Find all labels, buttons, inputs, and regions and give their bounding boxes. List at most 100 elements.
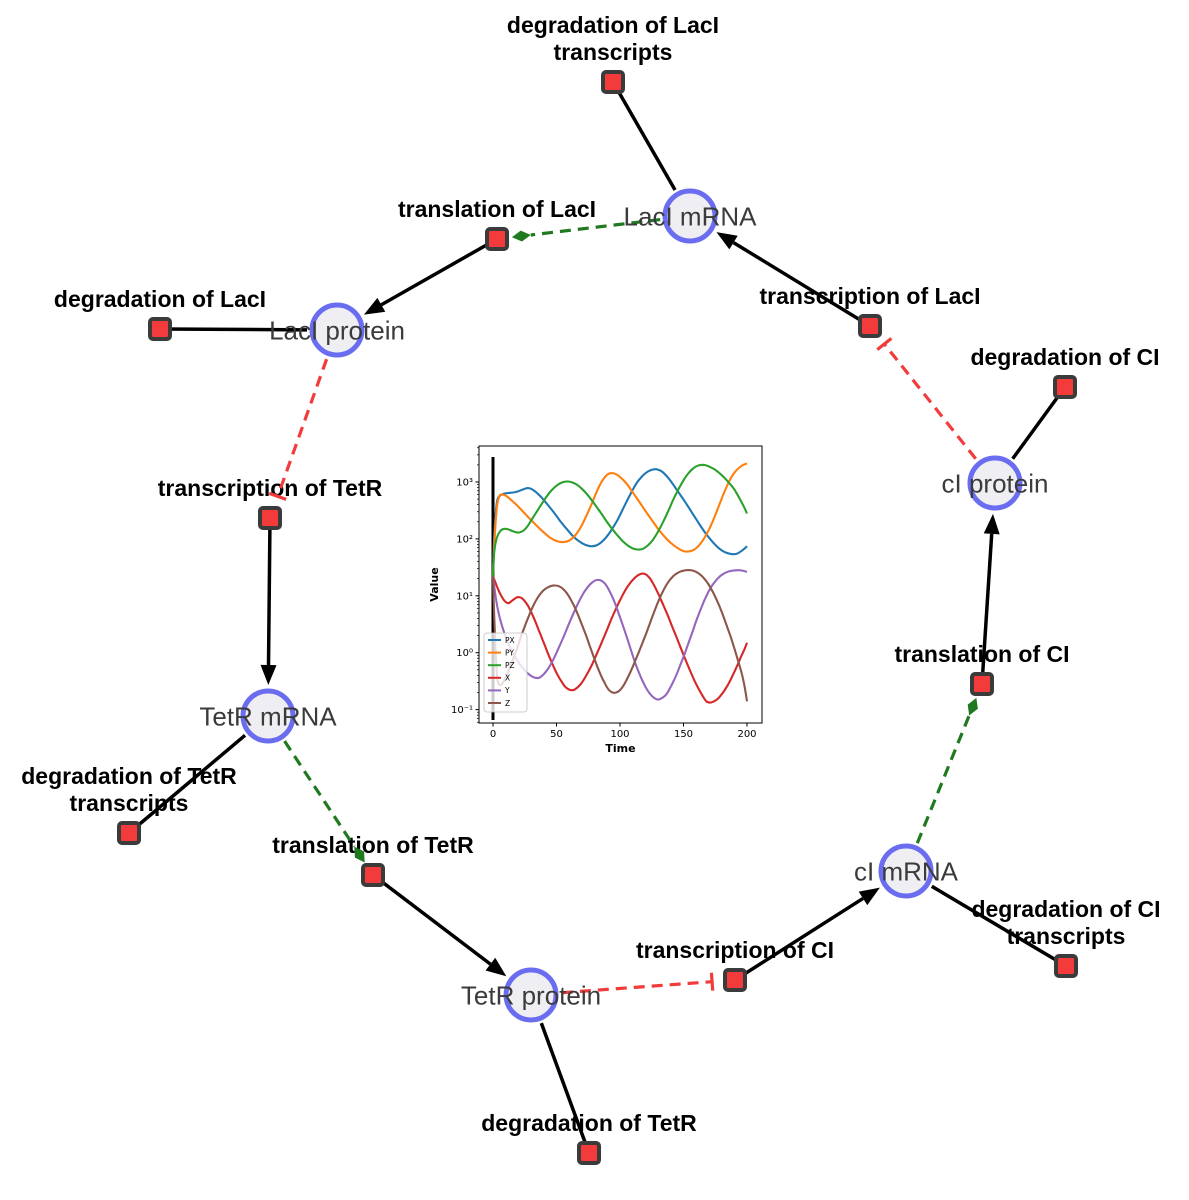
- species-label-laci-protein: LacI protein: [269, 315, 405, 346]
- series-line-PY: [491, 462, 748, 577]
- arrowhead-icon: [363, 297, 386, 315]
- reaction-node-deg-tetr-transcripts[interactable]: [117, 821, 141, 845]
- consumption-edge: [159, 327, 308, 332]
- reaction-node-deg-ci-transcripts[interactable]: [1054, 954, 1078, 978]
- species-node-tetr-mrna[interactable]: [240, 688, 296, 744]
- series-line-PX: [491, 468, 748, 577]
- reaction-node-deg-tetr[interactable]: [577, 1141, 601, 1165]
- reaction-label-translation-tetr: translation of TetR: [272, 832, 473, 859]
- reaction-node-deg-laci-transcripts[interactable]: [601, 70, 625, 94]
- inhibition-edge: [561, 972, 715, 995]
- inset-chart: 10⁻¹ 10⁰ 10¹ 10² 10³ 0 50 100 150 200 Time Value PX P…: [428, 440, 773, 770]
- x-tick-label: 0: [490, 729, 496, 740]
- reaction-label-deg-ci-transcripts: degradation of CI transcripts: [971, 896, 1160, 950]
- species-label-ci-protein: cI protein: [941, 468, 1049, 499]
- legend-entry-label: Z: [505, 699, 510, 708]
- reaction-label-transcription-tetr: transcription of TetR: [158, 475, 382, 502]
- reaction-label-line: transcripts: [69, 790, 189, 816]
- reaction-label-line: degradation of CI: [971, 896, 1161, 922]
- legend-entry-label: PZ: [505, 661, 515, 670]
- consumption-edge: [1011, 385, 1067, 460]
- species-node-tetr-protein[interactable]: [503, 967, 559, 1023]
- production-edge: [734, 887, 880, 982]
- reaction-node-translation-tetr[interactable]: [361, 863, 385, 887]
- tee-inhibitor-icon: [876, 337, 893, 351]
- reaction-node-transcription-ci[interactable]: [723, 968, 747, 992]
- reaction-node-translation-laci[interactable]: [485, 227, 509, 251]
- x-axis-label: Time: [605, 742, 635, 755]
- x-tick-label: 150: [674, 729, 693, 740]
- x-tick-label: 100: [610, 729, 629, 740]
- series-line-Y: [491, 569, 748, 701]
- species-node-laci-mrna[interactable]: [662, 188, 718, 244]
- species-node-ci-mrna[interactable]: [878, 843, 934, 899]
- reaction-node-transcription-tetr[interactable]: [258, 506, 282, 530]
- x-tick-label: 50: [550, 729, 563, 740]
- reaction-label-line: degradation of TetR: [21, 763, 237, 789]
- arrowhead-icon: [260, 664, 277, 686]
- y-tick-label: 10¹: [456, 591, 473, 602]
- y-axis-label: Value: [428, 567, 441, 601]
- series-line-PZ: [491, 463, 748, 577]
- reaction-label-line: transcription of LacI: [759, 283, 981, 309]
- modifier-edge: [915, 697, 978, 844]
- reaction-label-line: transcription of TetR: [157, 475, 383, 501]
- species-node-ci-protein[interactable]: [967, 455, 1023, 511]
- reaction-label-deg-laci: degradation of LacI: [54, 286, 266, 313]
- production-edge: [716, 232, 871, 328]
- modifier-edge: [283, 740, 365, 863]
- legend-entry-label: X: [505, 674, 510, 683]
- reaction-label-transcription-laci: transcription of LacI: [759, 283, 980, 310]
- reaction-label-line: transcription of CI: [635, 937, 835, 963]
- species-label-tetr-protein: TetR protein: [460, 980, 602, 1011]
- arrowhead-icon: [983, 513, 1000, 535]
- reaction-label-line: translation of TetR: [272, 832, 474, 858]
- inhibition-edge: [876, 337, 977, 460]
- series-line-Z: [491, 569, 749, 702]
- reaction-label-deg-tetr-transcripts: degradation of TetR transcripts: [21, 763, 237, 817]
- arrowhead-icon: [485, 957, 507, 977]
- production-edge: [363, 237, 498, 315]
- reaction-node-deg-laci[interactable]: [148, 317, 172, 341]
- legend-entry-label: PX: [505, 636, 515, 645]
- production-edge: [371, 873, 507, 977]
- reaction-label-line: translation of LacI: [397, 196, 597, 222]
- reaction-label-transcription-ci: transcription of CI: [636, 937, 834, 964]
- x-tick-label: 200: [737, 729, 756, 740]
- arrowhead-icon: [858, 887, 880, 906]
- y-tick-label: 10²: [456, 534, 473, 545]
- production-edge: [260, 517, 277, 686]
- inhibition-edge: [268, 358, 329, 501]
- reaction-label-line: degradation of TetR: [481, 1110, 697, 1136]
- diamond-arrowhead-icon: [511, 230, 531, 242]
- consumption-edge: [930, 884, 1067, 968]
- y-tick-label: 10⁰: [456, 648, 473, 659]
- reaction-label-line: degradation of CI: [970, 344, 1160, 370]
- reaction-label-line: transcripts: [1006, 923, 1126, 949]
- species-label-ci-mrna: cI mRNA: [854, 856, 958, 887]
- legend-entry-label: PY: [505, 648, 514, 657]
- consumption-edge: [539, 1022, 591, 1154]
- chart-legend: PX PY PZ XYZ: [483, 632, 528, 713]
- reaction-node-translation-ci[interactable]: [970, 672, 994, 696]
- consumption-edge: [127, 733, 247, 835]
- reaction-label-translation-laci: translation of LacI: [398, 196, 596, 223]
- reaction-label-deg-tetr: degradation of TetR: [481, 1110, 697, 1137]
- y-tick-label: 10³: [456, 478, 473, 489]
- legend-entry-label: Y: [504, 686, 510, 695]
- reaction-node-deg-ci[interactable]: [1053, 375, 1077, 399]
- reaction-label-deg-ci: degradation of CI: [970, 344, 1159, 371]
- consumption-edge: [611, 81, 677, 191]
- series-line-X: [492, 572, 748, 704]
- modifier-edge: [511, 217, 661, 242]
- species-node-laci-protein[interactable]: [309, 302, 365, 358]
- y-tick-label: 10⁻¹: [451, 705, 473, 716]
- reaction-label-deg-laci-transcripts: degradation of LacI transcripts: [507, 12, 719, 66]
- reaction-label-line: transcripts: [553, 39, 673, 65]
- reaction-node-transcription-laci[interactable]: [858, 314, 882, 338]
